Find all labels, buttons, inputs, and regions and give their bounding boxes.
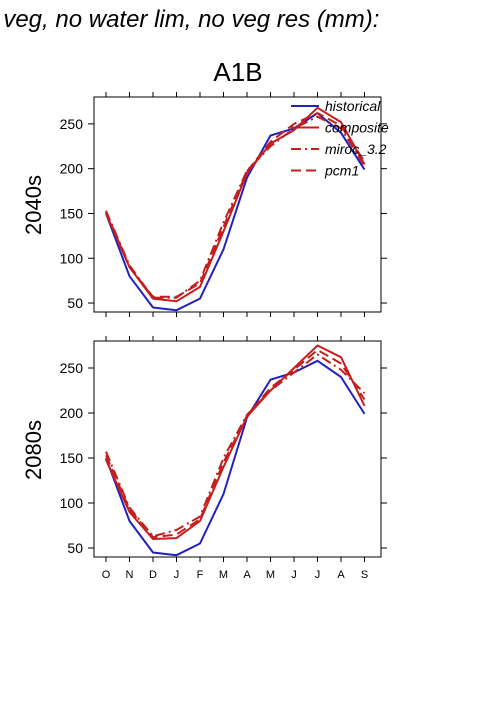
x-tick-label: J: [174, 569, 180, 581]
x-tick-label: D: [149, 569, 157, 581]
y-tick-label: 250: [60, 116, 84, 132]
legend-label: pcm1: [324, 163, 359, 179]
row-label: 2080s: [21, 420, 46, 480]
series-line-composite: [105, 344, 366, 540]
y-tick-label: 200: [60, 405, 84, 421]
y-tick-label: 100: [60, 495, 84, 511]
series-line-miroc_3-2: [105, 115, 366, 299]
x-tick-label: A: [337, 569, 345, 581]
series-line-pcm1: [105, 349, 366, 539]
series-line-composite: [105, 106, 366, 303]
legend-label: composite: [325, 120, 389, 136]
x-tick-label: M: [219, 569, 228, 581]
x-tick-label: S: [361, 569, 368, 581]
series-line-historical: [105, 359, 366, 557]
y-tick-label: 100: [60, 250, 84, 266]
row-label: 2040s: [21, 175, 46, 235]
plot-frame: [93, 340, 382, 558]
y-tick-label: 250: [60, 360, 84, 376]
panel-2080s: 2080s 50 100 150 200 250 O N D J F M A M J J A S: [21, 336, 387, 581]
plot-frame: [93, 96, 382, 313]
legend-label: miroc_3.2: [325, 141, 387, 157]
panel-2040s: 2040s 50 100 150 200 250 historical composite mi…: [21, 92, 389, 317]
series-line-historical: [105, 112, 366, 312]
y-tick-label: 50: [67, 295, 83, 311]
x-tick-label: F: [197, 569, 204, 581]
scenario-title: A1B: [213, 57, 262, 87]
x-tick-label: J: [315, 569, 321, 581]
y-tick-label: 150: [60, 205, 84, 221]
chart-title: f veg, no water lim, no veg res (mm):: [0, 6, 379, 33]
x-tick-label: M: [266, 569, 275, 581]
series-line-miroc_3-2: [105, 353, 366, 538]
y-tick-label: 200: [60, 161, 84, 177]
x-tick-label: J: [291, 569, 297, 581]
y-tick-label: 150: [60, 450, 84, 466]
series-line-pcm1: [105, 112, 366, 298]
x-tick-label: O: [102, 569, 111, 581]
x-tick-label: A: [243, 569, 251, 581]
legend-label: historical: [325, 98, 381, 114]
panels: 2040s 50 100 150 200 250 historical composite mi…: [21, 92, 389, 581]
x-tick-label: N: [126, 569, 134, 581]
y-tick-label: 50: [67, 540, 83, 556]
